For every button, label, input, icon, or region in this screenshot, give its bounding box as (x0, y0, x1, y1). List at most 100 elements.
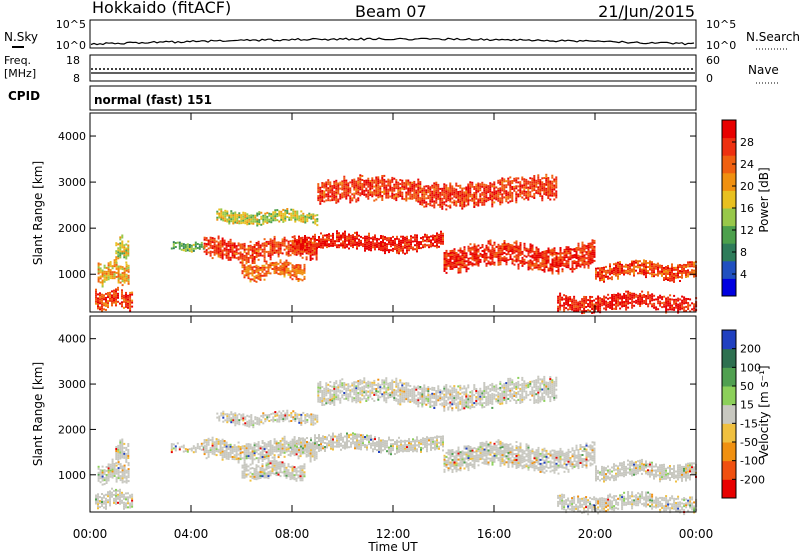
velocity-echo-cell (97, 473, 100, 476)
velocity-echo-cell (117, 477, 120, 480)
power-echo-cell (517, 181, 520, 184)
power-echo-cell (314, 235, 316, 238)
velocity-echo-cell (299, 455, 302, 458)
velocity-echo-cell (192, 445, 195, 448)
power-echo-cell (253, 258, 256, 260)
velocity-echo-cell (115, 448, 118, 450)
power-echo-cell (375, 192, 378, 195)
velocity-echo-cell (125, 498, 127, 501)
power-echo-cell (539, 256, 542, 259)
velocity-echo-cell (107, 463, 110, 466)
power-echo-cell (287, 254, 290, 257)
power-echo-cell (529, 245, 532, 248)
velocity-echo-cell (205, 447, 208, 450)
power-colorbar-swatch (722, 208, 736, 227)
power-echo-cell (669, 277, 671, 280)
power-echo-cell (226, 212, 229, 215)
power-echo-cell (250, 222, 253, 225)
power-echo-cell (541, 269, 544, 272)
velocity-echo-cell (239, 448, 242, 451)
power-echo-cell (127, 302, 129, 305)
power-echo-cell (523, 198, 526, 201)
power-echo-cell (291, 266, 294, 269)
power-echo-cell (407, 191, 410, 194)
power-echo-cell (355, 198, 358, 201)
velocity-echo-cell (115, 446, 118, 448)
power-echo-cell (497, 255, 500, 258)
power-echo-cell (683, 298, 686, 301)
power-echo-cell (304, 247, 306, 249)
power-echo-cell (671, 269, 673, 272)
power-echo-cell (103, 308, 105, 311)
power-echo-cell (309, 251, 312, 253)
power-echo-cell (459, 247, 462, 250)
velocity-echo-cell (117, 489, 119, 492)
power-echo-cell (465, 198, 468, 201)
power-echo-cell (283, 236, 286, 239)
power-echo-cell (119, 281, 122, 284)
power-echo-cell (420, 237, 422, 240)
power-echo-cell (481, 197, 484, 200)
velocity-echo-cell (277, 450, 280, 453)
power-echo-cell (443, 195, 446, 198)
power-echo-cell (521, 186, 524, 189)
power-echo-cell (251, 272, 254, 275)
power-echo-cell (443, 191, 446, 194)
power-echo-cell (663, 303, 666, 306)
power-echo-cell (515, 260, 518, 263)
velocity-echo-cell (119, 502, 121, 505)
velocity-echo-cell (97, 507, 99, 510)
power-echo-cell (605, 296, 608, 299)
power-echo-cell (278, 220, 281, 223)
power-echo-cell (625, 294, 628, 297)
velocity-echo-cell (263, 448, 266, 451)
power-echo-cell (587, 262, 590, 265)
velocity-echo-cell (194, 450, 197, 453)
velocity-echo-cell (97, 503, 99, 506)
power-echo-cell (539, 252, 542, 255)
power-echo-cell (619, 269, 621, 272)
power-echo-cell (531, 187, 534, 190)
power-echo-cell (459, 263, 462, 266)
power-echo-cell (663, 273, 665, 275)
power-echo-cell (499, 255, 502, 258)
power-echo-cell (299, 252, 302, 255)
power-echo-cell (485, 256, 488, 259)
power-echo-cell (645, 303, 648, 305)
power-echo-cell (621, 301, 624, 304)
power-echo-cell (291, 264, 294, 267)
power-echo-cell (121, 240, 124, 243)
power-echo-cell (117, 247, 120, 250)
power-echo-cell (375, 188, 378, 191)
velocity-echo-cell (249, 455, 252, 458)
power-echo-cell (491, 191, 494, 194)
power-echo-cell (657, 274, 659, 277)
power-echo-cell (215, 240, 218, 243)
power-echo-cell (455, 190, 458, 193)
power-echo-cell (519, 185, 522, 188)
power-echo-cell (455, 192, 458, 195)
power-echo-cell (473, 194, 476, 196)
power-echo-cell (369, 184, 372, 186)
power-echo-cell (659, 272, 661, 275)
velocity-echo-cell (263, 446, 266, 449)
power-echo-cell (311, 241, 314, 244)
power-echo-cell (406, 245, 408, 248)
power-echo-cell (475, 187, 478, 190)
power-echo-cell (326, 240, 328, 243)
power-echo-cell (115, 250, 118, 253)
power-echo-cell (251, 266, 254, 269)
power-echo-cell (531, 262, 534, 265)
power-echo-cell (515, 242, 518, 245)
velocity-echo-cell (125, 446, 128, 449)
power-echo-cell (298, 219, 301, 222)
power-echo-cell (609, 296, 612, 299)
power-echo-cell (439, 195, 442, 198)
power-echo-cell (113, 261, 116, 264)
power-echo-cell (352, 246, 354, 249)
power-echo-cell (97, 293, 99, 296)
power-echo-cell (683, 300, 686, 303)
power-echo-cell (523, 262, 526, 265)
power-echo-cell (509, 248, 512, 250)
power-echo-cell (330, 238, 332, 241)
